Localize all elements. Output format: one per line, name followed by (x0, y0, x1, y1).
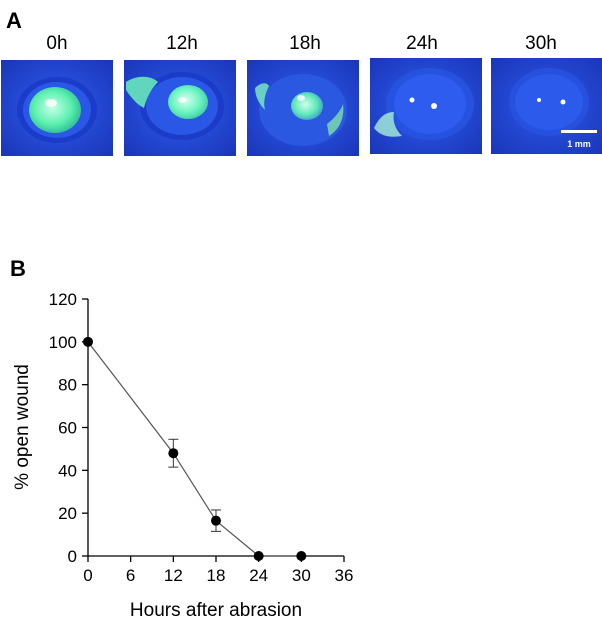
y-tick-label: 80 (58, 376, 77, 395)
y-tick-label: 20 (58, 504, 77, 523)
data-point (211, 515, 221, 526)
wound-closure-chart: 0 20 40 60 80 100 120 0 6 12 18 24 30 36 % open woun… (12, 290, 353, 621)
eye-photo-30h: 1 mm (491, 58, 602, 154)
data-point (296, 551, 307, 561)
y-axis-ticks: 0 20 40 60 80 100 120 (49, 290, 88, 566)
scale-bar-label: 1 mm (567, 139, 591, 149)
time-label-12h: 12h (166, 33, 198, 54)
x-tick-label: 24 (249, 566, 268, 585)
data-point (253, 551, 264, 561)
scale-bar (561, 130, 597, 133)
panel-b-label: B (10, 256, 26, 281)
y-tick-label: 0 (68, 547, 77, 566)
eye-photo-24h (370, 58, 482, 154)
time-label-18h: 18h (289, 33, 321, 54)
x-tick-label: 30 (292, 566, 311, 585)
y-axis-label: % open wound (12, 364, 33, 490)
y-tick-label: 100 (49, 333, 77, 352)
x-axis-label: Hours after abrasion (130, 600, 302, 621)
time-label-0h: 0h (46, 33, 68, 54)
x-tick-label: 6 (126, 566, 135, 585)
time-label-30h: 30h (525, 33, 557, 54)
x-tick-label: 18 (207, 566, 226, 585)
data-point (83, 336, 93, 347)
x-axis-ticks: 0 6 12 18 24 30 36 (83, 556, 353, 585)
series-line (87, 341, 302, 557)
data-point (168, 448, 179, 459)
eye-photo-18h (247, 60, 359, 156)
x-tick-label: 36 (335, 566, 354, 585)
time-label-24h: 24h (406, 33, 438, 54)
panel-a-label: A (6, 8, 22, 33)
y-tick-label: 40 (58, 461, 77, 480)
y-tick-label: 120 (49, 290, 77, 309)
x-tick-label: 12 (164, 566, 183, 585)
chart-series (83, 336, 307, 561)
y-tick-label: 60 (58, 419, 77, 438)
x-tick-label: 0 (83, 566, 92, 585)
eye-photo-0h (1, 60, 113, 156)
eye-photo-12h (124, 60, 236, 156)
